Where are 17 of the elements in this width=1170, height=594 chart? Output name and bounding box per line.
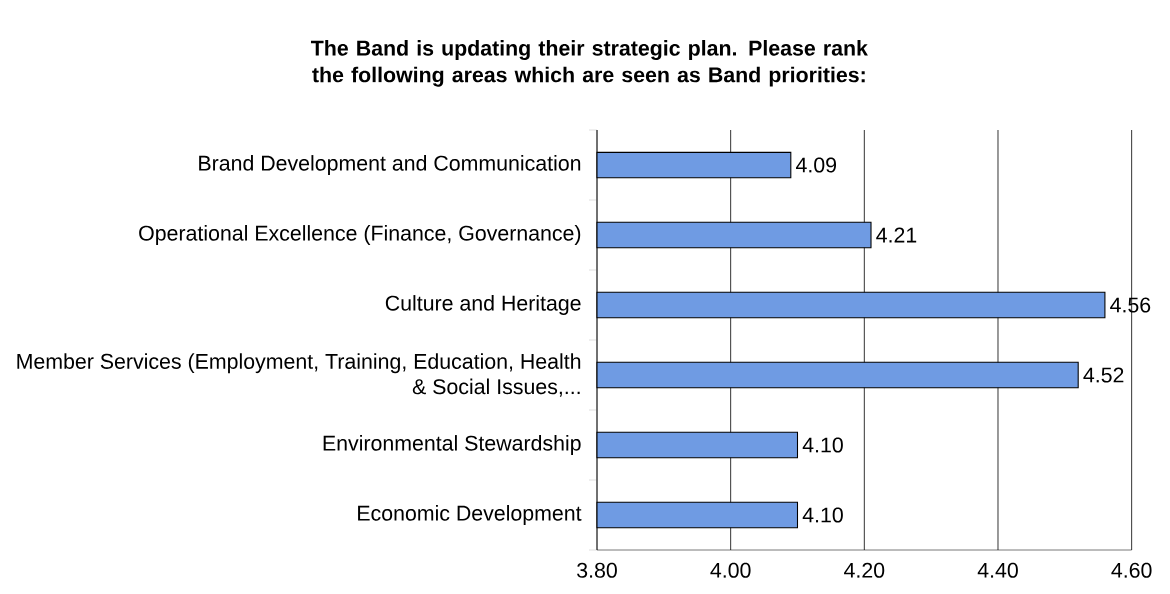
x-tick-label: 4.20 xyxy=(844,562,885,578)
y-tick-label: Culture and Heritage xyxy=(385,295,581,315)
data-label: 4.52 xyxy=(1083,367,1124,383)
y-tick-label: Economic Development xyxy=(358,505,582,525)
y-tick-label: Operational Excellence (Finance, Governance) xyxy=(139,225,581,245)
chart-title: The Band is updating their strategic plan. Please rank the following areas which are seen as Band priorities: xyxy=(310,40,868,87)
data-label: 4.10 xyxy=(802,507,843,523)
x-tick-label: 4.60 xyxy=(1111,562,1152,578)
x-tick-label: 4.40 xyxy=(977,562,1018,578)
data-label: 4.09 xyxy=(796,157,837,173)
y-tick-label: Member Services (Employment, Training, Education, Health & Social Issues,... xyxy=(17,353,581,397)
data-label: 4.21 xyxy=(876,227,917,243)
x-tick-label: 4.00 xyxy=(710,562,751,578)
x-tick-label: 3.80 xyxy=(577,562,617,578)
y-tick-label: Brand Development and Communication xyxy=(199,155,581,175)
data-label: 4.10 xyxy=(802,437,843,453)
y-tick-label: Environmental Stewardship xyxy=(323,435,581,455)
